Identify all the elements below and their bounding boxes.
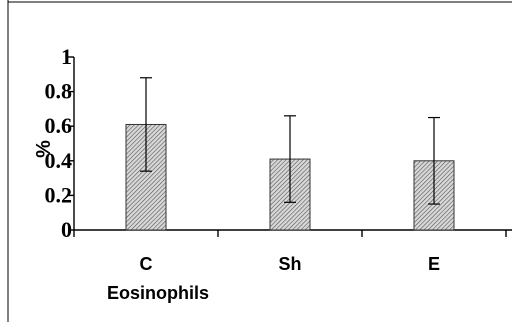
x-axis-label: Eosinophils — [107, 283, 209, 303]
x-axis-categories: C Sh E — [140, 254, 441, 274]
y-tick-label: 0.6 — [45, 113, 73, 138]
error-bars — [140, 77, 440, 205]
y-tick-label: 0.4 — [45, 148, 73, 173]
y-axis-label: % — [33, 140, 55, 158]
y-tick-label: 0.2 — [45, 182, 73, 207]
category-label-e: E — [428, 254, 440, 274]
category-label-c: C — [140, 254, 153, 274]
y-tick-label: 0 — [61, 217, 72, 242]
y-tick-label: 0.8 — [45, 79, 73, 104]
y-tick-label: 1 — [61, 44, 72, 69]
y-axis-ticks: 0 0.2 0.4 0.6 0.8 1 — [45, 44, 74, 242]
category-label-sh: Sh — [278, 254, 301, 274]
